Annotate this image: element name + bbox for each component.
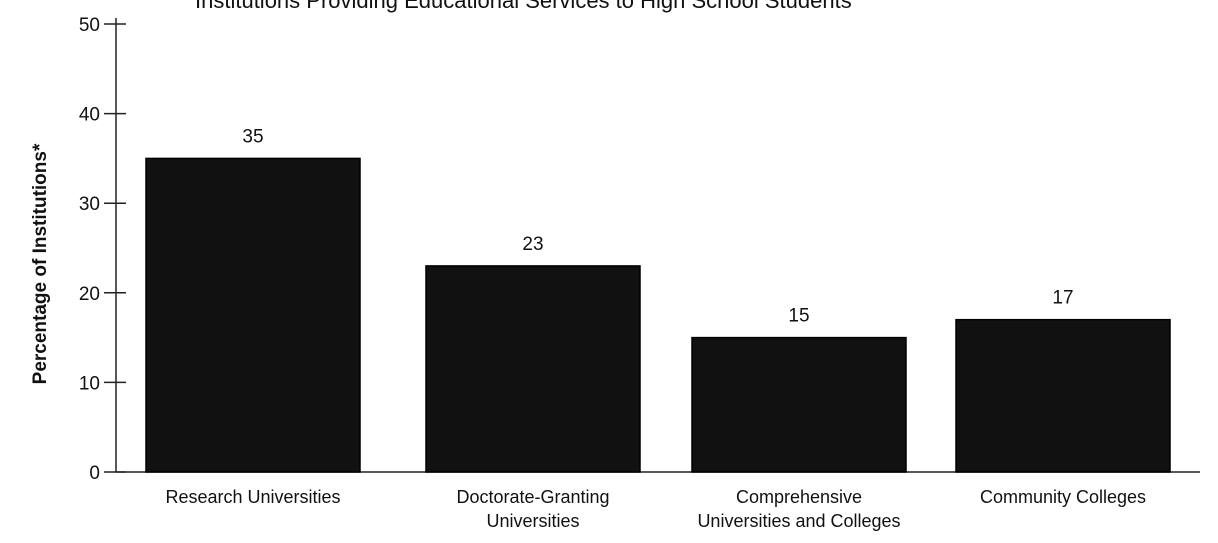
x-category-label-line: Comprehensive [736, 487, 862, 507]
x-category-label-line: Universities [486, 511, 579, 531]
y-tick-label: 0 [89, 463, 100, 484]
bar [955, 318, 1171, 473]
bar-value-label: 23 [522, 234, 543, 255]
x-category-label: Doctorate-Granting Universities [456, 487, 609, 531]
bar [145, 157, 361, 473]
y-tick-label: 10 [79, 373, 100, 394]
labels: 35 Research Universities 23 Doctorate-Grant… [165, 126, 1146, 531]
y-tick-label: 50 [79, 15, 100, 36]
x-category-label-line: Community Colleges [980, 487, 1146, 507]
bar-value-label: 15 [788, 306, 809, 327]
x-category-label-line: Universities and Colleges [697, 511, 900, 531]
bar [691, 336, 907, 473]
y-tick-label: 40 [79, 105, 100, 126]
y-tick-label: 30 [79, 194, 100, 215]
bar [425, 265, 641, 473]
bar-value-label: 17 [1052, 288, 1073, 309]
y-tick-label: 20 [79, 284, 100, 305]
chart-title: Institutions Providing Educational Servi… [195, 0, 852, 13]
x-category-label: Research Universities [165, 487, 340, 507]
x-category-label: Community Colleges [980, 487, 1146, 507]
x-category-label-line: Research Universities [165, 487, 340, 507]
x-category-label-line: Doctorate-Granting [456, 487, 609, 507]
bars [145, 157, 1171, 473]
y-axis-label: Percentage of Institutions* [30, 143, 51, 384]
bar-value-label: 35 [242, 126, 263, 147]
x-category-label: Comprehensive Universities and Colleges [697, 487, 900, 531]
